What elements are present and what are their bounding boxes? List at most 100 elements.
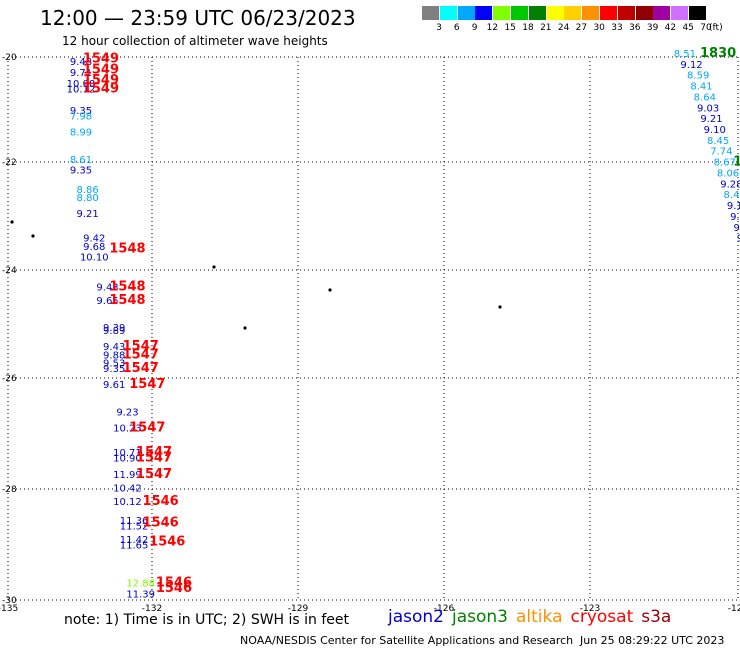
y-tick-label: -26: [2, 374, 17, 384]
colorbar-label: 21: [540, 23, 552, 33]
wave-height-label: 8.61: [70, 155, 92, 166]
wave-height-label: 10.71: [113, 448, 142, 459]
wave-height-label: 9.68: [83, 242, 105, 253]
time-label: 1549: [83, 81, 119, 96]
wave-height-label: 11.42: [120, 535, 149, 546]
colorbar-swatch: [528, 6, 546, 20]
y-tick-label: -28: [2, 485, 17, 495]
colorbar-label: 39: [646, 23, 659, 33]
x-tick-label: -132: [142, 604, 162, 614]
satellite-legend-item: cryosat: [570, 607, 634, 627]
colorbar-label: 27: [575, 23, 588, 33]
wave-height-label: 8.67: [714, 158, 736, 169]
colorbar-swatch: [457, 6, 475, 20]
wave-height-label: 9.71: [734, 223, 740, 234]
wave-height-label: 8.44: [724, 190, 740, 201]
wave-height-label: 9.35: [70, 166, 92, 177]
wave-height-label: 9.43: [96, 282, 118, 293]
colorbar-label: 6: [453, 23, 460, 33]
y-tick-label: -30: [2, 596, 17, 606]
wave-height-label: 10.42: [113, 483, 142, 494]
colorbar-label: 18: [522, 23, 534, 33]
wave-height-label: 7.74: [710, 147, 732, 158]
colorbar-swatch: [546, 6, 564, 20]
wave-height-label: 8.99: [70, 128, 92, 139]
colorbar-label: 33: [611, 23, 623, 33]
time-label: 1548: [109, 293, 145, 308]
colorbar-swatch: [635, 6, 653, 20]
colorbar-label: 70: [700, 23, 712, 33]
wave-height-label: 8.45: [707, 136, 729, 147]
wave-height-label: 9.61: [103, 380, 125, 391]
wave-height-label: 8.80: [77, 193, 99, 204]
wave-height-label: 10.12: [113, 497, 142, 508]
time-label: 1549: [83, 73, 119, 88]
footnote: note: 1) Time is in UTC; 2) SWH is in fe…: [64, 612, 350, 628]
colorbar-label: 24: [557, 23, 570, 33]
colorbar-swatch: [653, 6, 671, 20]
colorbar-swatch: [493, 6, 511, 20]
wave-height-label: 9.48: [70, 57, 92, 68]
time-label: 1546: [143, 516, 179, 531]
wave-height-label: 11.52: [120, 521, 149, 532]
colorbar-swatch: [582, 6, 600, 20]
island-mark: [243, 326, 247, 330]
wave-height-label: 10.10: [80, 253, 109, 264]
time-label: 1547: [129, 377, 165, 392]
y-tick-label: -22: [2, 158, 17, 168]
time-label: 1549: [83, 62, 119, 77]
wave-height-label: 8.86: [77, 185, 99, 196]
colorbar-swatch: [617, 6, 635, 20]
x-tick-label: -135: [0, 604, 18, 614]
wave-height-label: 10.08: [67, 79, 96, 90]
time-label: 1547: [136, 445, 172, 460]
time-label: 1546: [156, 581, 192, 596]
wave-height-label: 9.35: [103, 364, 125, 375]
wave-height-label: 9.53: [103, 359, 125, 370]
time-label: 1547: [123, 347, 159, 362]
chart-subtitle: 12 hour collection of altimeter wave hei…: [62, 34, 328, 48]
wave-height-label: 9.42: [83, 234, 105, 245]
satellite-legend-item: altika: [516, 607, 563, 627]
island-mark: [498, 305, 502, 309]
wave-height-label: 9.43: [103, 342, 125, 353]
wave-height-label: 12.88: [126, 578, 155, 589]
wave-height-label: 9.03: [697, 103, 719, 114]
x-tick-label: -124: [728, 604, 740, 614]
wave-height-label: 10.90: [113, 454, 142, 465]
island-mark: [10, 220, 14, 224]
wave-height-label: 11.99: [113, 470, 142, 481]
wave-height-label: 9.74: [737, 234, 740, 245]
time-label: 1547: [123, 361, 159, 376]
wave-height-label: 9.85: [730, 212, 740, 223]
generated-time: Jun 25 08:29:22 UTC 2023: [580, 634, 725, 647]
colorbar-label: 15: [504, 23, 516, 33]
time-label: 1830: [700, 46, 736, 61]
time-label: 1548: [109, 279, 145, 294]
wave-height-label: 8.59: [687, 71, 709, 82]
island-mark: [31, 234, 35, 238]
island-mark: [212, 265, 216, 269]
time-label: 1549: [83, 51, 119, 66]
chart-title: 12:00 — 23:59 UTC 06/23/2023: [40, 6, 356, 30]
wave-height-label: 9.88: [103, 350, 125, 361]
wave-height-label: 9.23: [116, 407, 138, 418]
wave-height-label: 9.12: [680, 60, 702, 71]
wave-height-label: 10.12: [67, 84, 96, 95]
colorbar-swatch: [689, 6, 706, 20]
satellite-legend-item: jason3: [452, 607, 508, 627]
wave-height-label: 9.17: [727, 201, 740, 212]
colorbar-swatch: [564, 6, 582, 20]
satellite-legend: jason2 jason3 altika cryosat s3a: [388, 607, 679, 627]
wave-height-label: 8.64: [694, 92, 716, 103]
time-label: 1546: [149, 535, 185, 550]
time-label: 1547: [136, 451, 172, 466]
colorbar-swatch: [475, 6, 493, 20]
colorbar-swatch: [511, 6, 528, 20]
wave-height-label: 11.36: [120, 516, 149, 527]
time-label: 1547: [129, 421, 165, 436]
time-label: 1831: [733, 155, 740, 170]
satellite-legend-item: s3a: [641, 607, 672, 627]
colorbar-unit: (ft): [709, 23, 723, 33]
